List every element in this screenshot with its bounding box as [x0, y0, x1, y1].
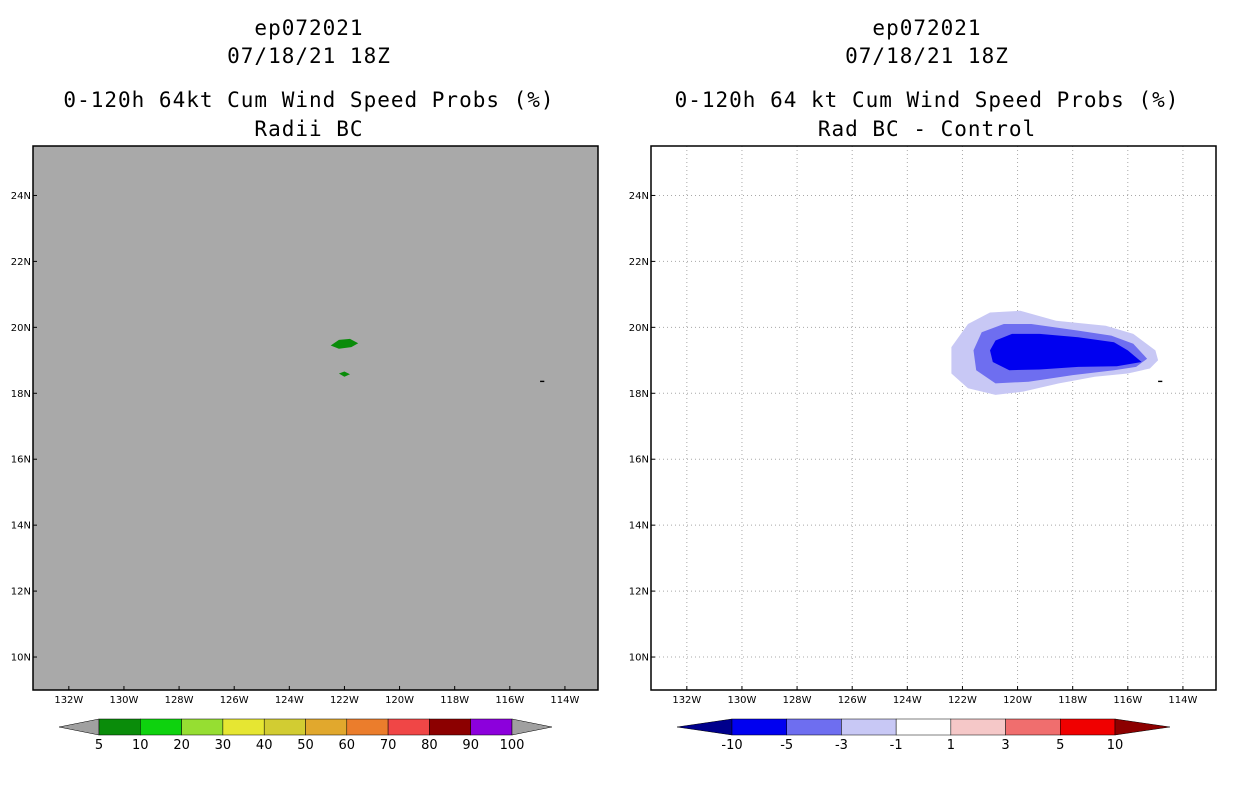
x-tick-label: 122W — [948, 695, 977, 706]
colorbar-label: 10 — [132, 738, 149, 753]
x-tick-label: 124W — [893, 695, 922, 706]
wind-prob-chart: 132W 130W 128W 126W 124W 122W 120W 118W 116W 114W… — [11, 145, 599, 753]
y-tick-label: 22N — [629, 257, 649, 268]
x-tick-label: 130W — [727, 695, 756, 706]
contour-region-2 — [540, 380, 545, 383]
colorbar-box — [181, 718, 224, 736]
colorbar-label: -3 — [835, 738, 848, 753]
colorbar-box — [222, 718, 265, 736]
y-tick-label: 10N — [629, 653, 649, 664]
colorbar-label: -1 — [890, 738, 903, 753]
colorbar-low-triangle — [58, 718, 100, 736]
y-tick-label: 16N — [629, 455, 649, 466]
chart-title: 0-120h 64kt Cum Wind Speed Probs (%) — [63, 88, 555, 112]
x-tick-label: 118W — [440, 695, 469, 706]
x-tick-label: 126W — [220, 695, 249, 706]
storm-id: ep072021 — [254, 16, 364, 40]
x-tick-label: 118W — [1058, 695, 1087, 706]
colorbar-box — [470, 718, 513, 736]
storm-id: ep072021 — [872, 16, 982, 40]
colorbar-box — [786, 718, 842, 736]
colorbar-box — [346, 718, 389, 736]
colorbar-box — [950, 718, 1006, 736]
x-tick-label: 130W — [109, 695, 138, 706]
x-tick-label: 132W — [54, 695, 83, 706]
colorbar-box — [305, 718, 348, 736]
colorbar-box — [263, 718, 306, 736]
x-tick-label: 114W — [550, 695, 579, 706]
x-tick-label: 114W — [1168, 695, 1197, 706]
y-tick-label: 24N — [629, 191, 649, 202]
x-tick-label: 120W — [1003, 695, 1032, 706]
right-panel: ep072021 07/18/21 18Z 0-120h 64 kt Cum W… — [618, 0, 1236, 800]
y-tick-label: 10N — [11, 653, 31, 664]
x-tick-label: 128W — [165, 695, 194, 706]
y-tick-label: 12N — [629, 587, 649, 598]
chart-subtitle: Radii BC — [254, 117, 364, 141]
colorbar-low-triangle — [676, 718, 733, 736]
wind-prob-diff-chart: 132W 130W 128W 126W 124W 122W 120W 118W 116W 114W… — [629, 145, 1217, 753]
colorbar-label: 80 — [421, 738, 438, 753]
chart-title: 0-120h 64 kt Cum Wind Speed Probs (%) — [674, 88, 1180, 112]
colorbar-label: 30 — [215, 738, 232, 753]
datetime: 07/18/21 18Z — [845, 44, 1009, 68]
chart-subtitle: Rad BC - Control — [817, 117, 1037, 141]
contour-region-0 — [330, 338, 359, 349]
colorbar-box — [387, 718, 430, 736]
plot-frame — [32, 145, 599, 691]
x-tick-label: 120W — [385, 695, 414, 706]
colorbar-label: 60 — [339, 738, 356, 753]
colorbar-label: 3 — [1001, 738, 1009, 753]
x-tick-label: 132W — [672, 695, 701, 706]
left-panel: ep072021 07/18/21 18Z 0-120h 64kt Cum Wi… — [11, 16, 599, 753]
colorbar-box — [1060, 718, 1116, 736]
plot-background — [651, 146, 1216, 690]
colorbar-box — [731, 718, 787, 736]
colorbar-label: 70 — [380, 738, 397, 753]
datetime: 07/18/21 18Z — [227, 44, 391, 68]
colorbar-label: 5 — [95, 738, 103, 753]
colorbar-label: -10 — [721, 738, 742, 753]
y-tick-label: 24N — [11, 191, 31, 202]
y-tick-label: 18N — [11, 389, 31, 400]
colorbar-label: 90 — [462, 738, 479, 753]
x-tick-label: 116W — [495, 695, 524, 706]
y-tick-label: 16N — [11, 455, 31, 466]
plot-background — [33, 146, 598, 690]
plot-frame — [650, 145, 1217, 691]
colorbar-label: 20 — [173, 738, 190, 753]
contour-region-2 — [990, 333, 1142, 371]
colorbar-label: 1 — [947, 738, 955, 753]
y-tick-label: 14N — [11, 521, 31, 532]
colorbar-label: -5 — [780, 738, 793, 753]
colorbar-label: 10 — [1107, 738, 1124, 753]
colorbar-box — [841, 718, 897, 736]
colorbar-high-triangle — [1114, 718, 1171, 736]
colorbar-label: 50 — [297, 738, 314, 753]
y-tick-label: 18N — [629, 389, 649, 400]
x-tick-label: 126W — [838, 695, 867, 706]
y-tick-label: 22N — [11, 257, 31, 268]
colorbar-box — [429, 718, 471, 736]
y-tick-label: 12N — [11, 587, 31, 598]
colorbar-label: 40 — [256, 738, 273, 753]
x-tick-label: 128W — [783, 695, 812, 706]
colorbar-box — [1005, 718, 1061, 736]
x-tick-label: 124W — [275, 695, 304, 706]
colorbar-label: 100 — [500, 738, 525, 753]
colorbar-box — [895, 718, 952, 736]
y-tick-label: 14N — [629, 521, 649, 532]
y-tick-label: 20N — [11, 323, 31, 334]
x-tick-label: 116W — [1113, 695, 1142, 706]
colorbar-label: 5 — [1056, 738, 1064, 753]
colorbar-box — [140, 718, 182, 736]
x-tick-label: 122W — [330, 695, 359, 706]
contour-region-3 — [1158, 380, 1163, 383]
colorbar-box — [98, 718, 141, 736]
colorbar-high-triangle — [511, 718, 553, 736]
contour-region-1 — [338, 371, 350, 377]
y-tick-label: 20N — [629, 323, 649, 334]
